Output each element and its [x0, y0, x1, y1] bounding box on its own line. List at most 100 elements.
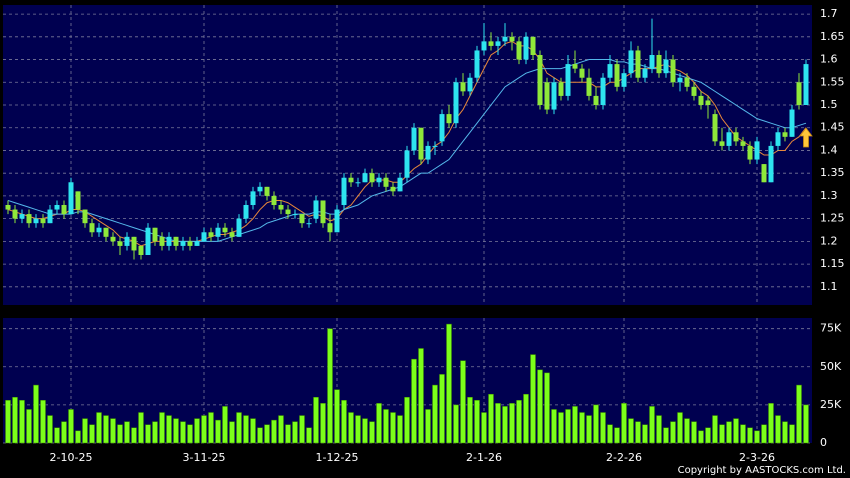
- candle-body: [292, 214, 298, 216]
- volume-bar: [425, 409, 431, 444]
- volume-bar: [453, 404, 459, 444]
- volume-bar: [656, 415, 662, 444]
- candle-body: [285, 209, 291, 215]
- candle-body: [110, 236, 116, 242]
- volume-bar: [621, 403, 627, 444]
- volume-bar: [670, 421, 676, 444]
- volume-bar: [397, 415, 403, 444]
- volume-bar: [593, 404, 599, 444]
- volume-bar: [33, 384, 39, 444]
- volume-bar: [250, 418, 256, 444]
- x-tick-label: 3-11-25: [183, 451, 226, 464]
- volume-bar: [600, 412, 606, 444]
- volume-bar: [537, 369, 543, 444]
- y-tick-label: 1.25: [820, 212, 845, 225]
- x-tick-label: 2-1-26: [466, 451, 502, 464]
- candle-body: [467, 77, 473, 92]
- candle-body: [439, 114, 445, 142]
- candle-body: [572, 64, 578, 69]
- candle-body: [579, 68, 585, 78]
- candle-body: [460, 82, 466, 92]
- candle-body: [796, 82, 802, 105]
- volume-bar: [68, 409, 74, 444]
- candle-body: [509, 36, 515, 42]
- candle-body: [376, 177, 382, 183]
- volume-bar: [208, 412, 214, 444]
- y-tick-label: 25K: [820, 398, 842, 411]
- volume-bar: [327, 328, 333, 444]
- y-tick-label: 1.65: [820, 30, 845, 43]
- y-tick-label: 1.4: [820, 143, 838, 156]
- volume-bar: [12, 397, 18, 444]
- volume-bar: [691, 421, 697, 444]
- candle-body: [593, 95, 599, 105]
- candle-body: [635, 50, 641, 78]
- volume-bar: [789, 424, 795, 444]
- candle-body: [313, 200, 319, 219]
- candle-body: [446, 114, 452, 124]
- candle-body: [614, 64, 620, 87]
- volume-bar: [404, 397, 410, 444]
- volume-bar: [747, 427, 753, 444]
- volume-bar: [698, 430, 704, 444]
- volume-bar: [145, 424, 151, 444]
- volume-bar: [166, 415, 172, 444]
- candle-body: [222, 227, 228, 233]
- candle-body: [299, 214, 305, 224]
- candle-body: [54, 205, 60, 210]
- copyright: Copyright by AASTOCKS.com Ltd.: [678, 465, 846, 476]
- volume-bar: [236, 412, 242, 444]
- volume-bar: [89, 424, 95, 444]
- candle-body: [355, 182, 361, 184]
- volume-bar: [705, 427, 711, 444]
- volume-bar: [754, 430, 760, 444]
- volume-bar: [635, 421, 641, 444]
- volume-bar: [642, 424, 648, 444]
- candle-body: [684, 77, 690, 87]
- y-tick-label: 75K: [820, 322, 842, 335]
- volume-bar: [383, 409, 389, 444]
- volume-bar: [572, 406, 578, 444]
- volume-bar: [523, 393, 529, 444]
- volume-bar: [502, 406, 508, 444]
- volume-bar: [271, 419, 277, 444]
- y-tick-label: 1.6: [820, 53, 838, 66]
- candle-body: [621, 73, 627, 87]
- volume-bar: [467, 397, 473, 444]
- candle-body: [103, 227, 109, 237]
- volume-bar: [215, 419, 221, 444]
- volume-bar: [607, 424, 613, 444]
- candle-body: [754, 141, 760, 160]
- volume-bar: [243, 415, 249, 444]
- volume-bar: [439, 374, 445, 444]
- candle-body: [159, 236, 165, 246]
- candle-body: [348, 177, 354, 183]
- volume-bar: [628, 418, 634, 444]
- candle-body: [516, 41, 522, 60]
- volume-bar: [530, 354, 536, 444]
- volume-bar: [544, 372, 550, 444]
- volume-bar: [684, 418, 690, 444]
- candle-body: [152, 227, 158, 242]
- volume-bar: [719, 424, 725, 444]
- candle-body: [789, 109, 795, 137]
- volume-bar: [229, 421, 235, 444]
- candle-body: [47, 209, 53, 224]
- candle-body: [397, 177, 403, 192]
- y-tick-label: 1.7: [820, 7, 838, 20]
- volume-bar: [257, 427, 263, 444]
- y-tick-label: 1.3: [820, 189, 838, 202]
- volume-bar: [117, 424, 123, 444]
- volume-bar: [495, 403, 501, 444]
- candle-body: [747, 145, 753, 160]
- candle-body: [691, 86, 697, 96]
- candle-body: [341, 177, 347, 205]
- volume-bar: [278, 415, 284, 444]
- volume-bar: [313, 397, 319, 444]
- candle-body: [677, 77, 683, 83]
- candle-body: [530, 36, 536, 55]
- candle-body: [236, 218, 242, 237]
- volume-bar: [61, 421, 67, 444]
- volume-bar: [579, 412, 585, 444]
